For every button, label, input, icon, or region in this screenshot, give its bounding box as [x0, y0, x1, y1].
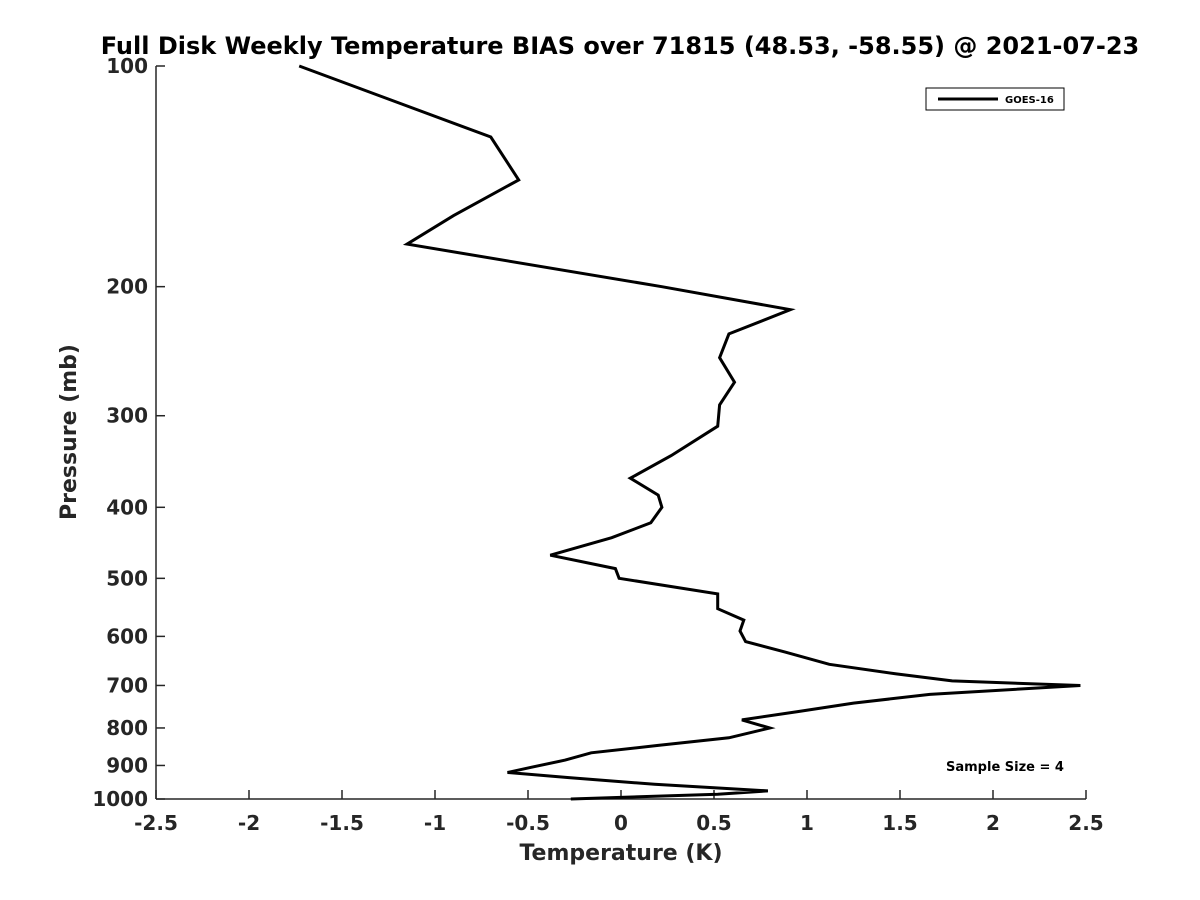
x-tick-label: 1.5: [882, 811, 917, 835]
x-tick-label: -2.5: [134, 811, 178, 835]
x-tick-label: 0: [614, 811, 628, 835]
x-tick-label: 2.5: [1068, 811, 1103, 835]
y-tick-label: 200: [106, 275, 148, 299]
x-tick-label: 0.5: [696, 811, 731, 835]
y-tick-label: 900: [106, 753, 148, 777]
series-line-goes-16: [298, 64, 1081, 801]
x-tick-label: -1: [424, 811, 446, 835]
x-tick-label: 1: [800, 811, 814, 835]
x-tick-label: 2: [986, 811, 1000, 835]
y-tick-label: 500: [106, 566, 148, 590]
axes: [155, 66, 1086, 800]
x-tick-label: -0.5: [506, 811, 550, 835]
series: [298, 64, 1081, 801]
y-tick-label: 600: [106, 624, 148, 648]
y-tick-label: 100: [106, 54, 148, 78]
y-tick-label: 800: [106, 716, 148, 740]
x-tick-label: -1.5: [320, 811, 364, 835]
sample-size-annotation: Sample Size = 4: [946, 760, 1064, 775]
x-tick-label: -2: [238, 811, 260, 835]
legend: GOES-16: [925, 87, 1065, 111]
x-ticks: -2.5 -2 -1.5 -1 -0.5 0 0.5 1 1.5 2 2.5: [134, 790, 1104, 835]
legend-label-goes-16: GOES-16: [1005, 95, 1054, 106]
y-axis-label: Pressure (mb): [57, 344, 82, 520]
y-tick-label: 700: [106, 673, 148, 697]
y-ticks: 100 200 300 400 500 600 700 800 900 1000: [92, 54, 165, 811]
y-tick-label: 1000: [92, 787, 148, 811]
x-axis-label: Temperature (K): [519, 841, 722, 866]
chart-title: Full Disk Weekly Temperature BIAS over 7…: [101, 32, 1140, 60]
y-tick-label: 300: [106, 404, 148, 428]
y-tick-label: 400: [106, 495, 148, 519]
